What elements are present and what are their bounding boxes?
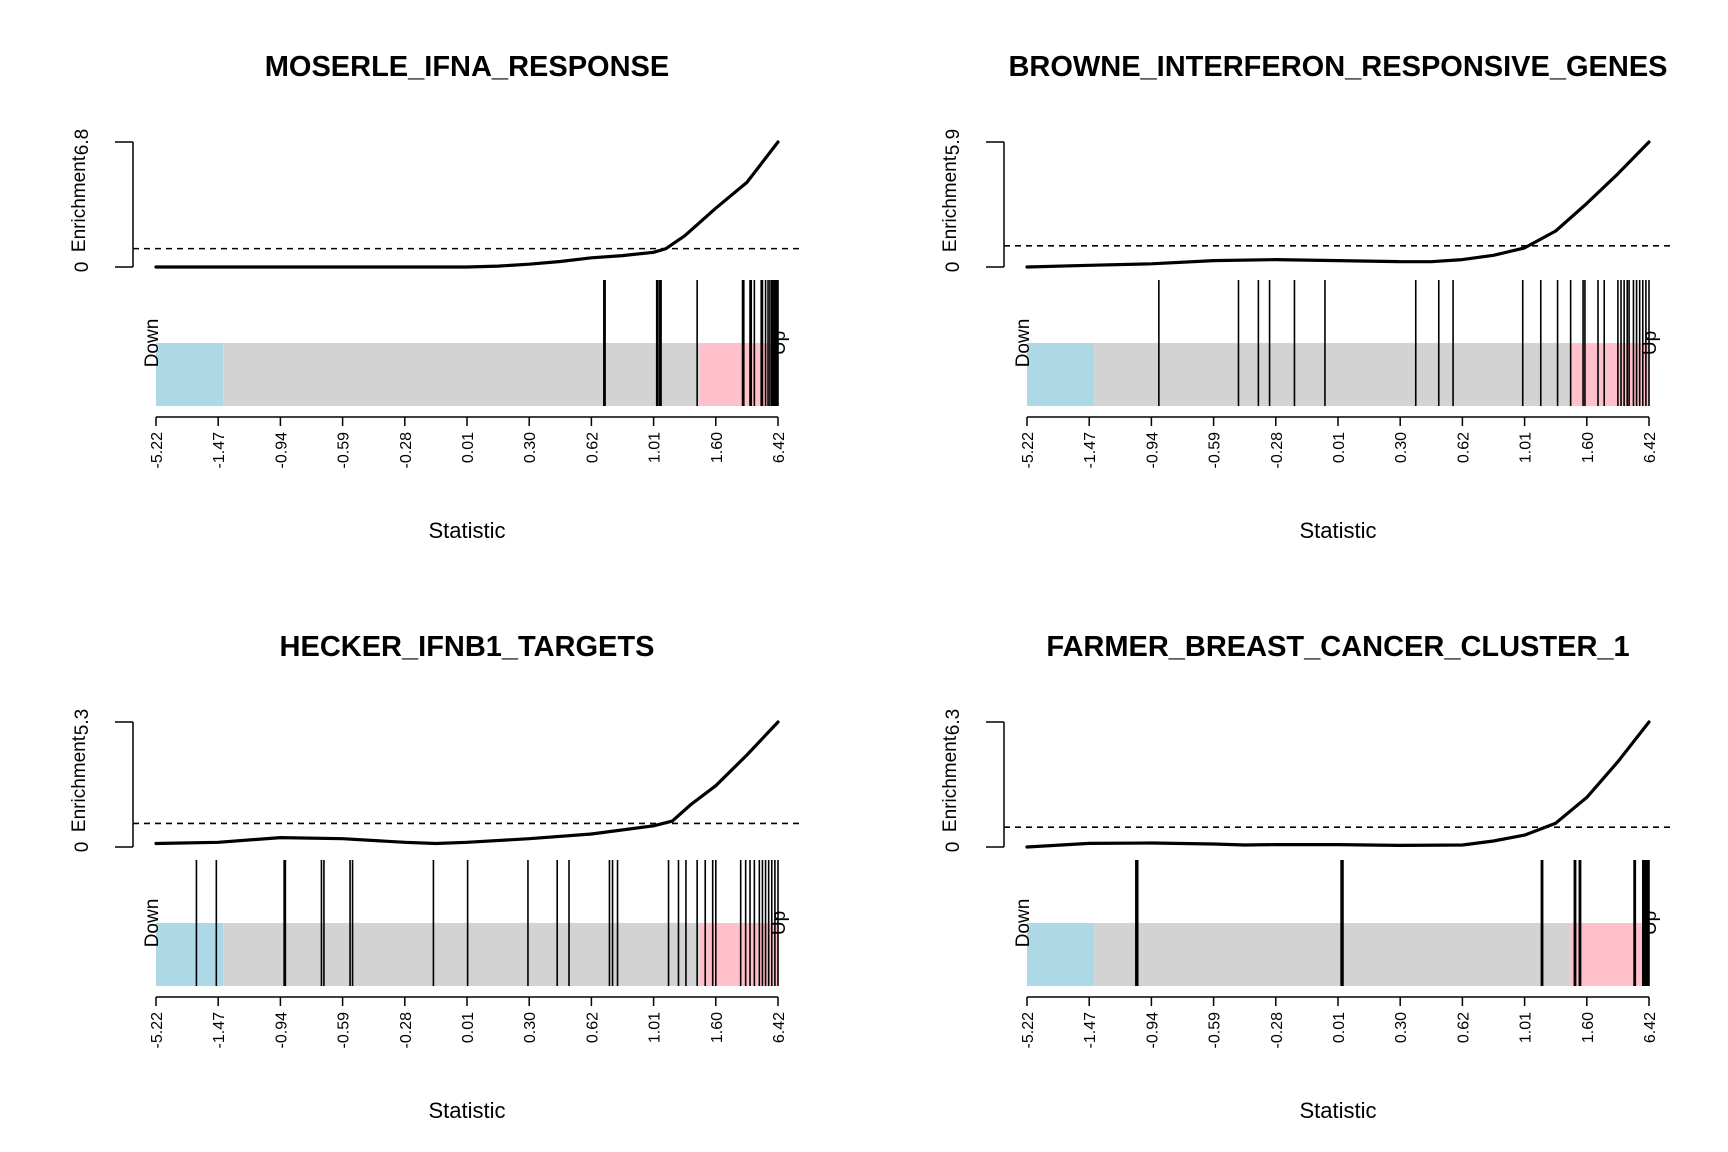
x-tick-label: 0.62: [584, 432, 601, 463]
y-tick-label-max: 6.3: [943, 709, 964, 735]
y-axis-label: Enrichment: [69, 155, 90, 252]
x-tick-label: -1.47: [1082, 1012, 1099, 1049]
middle-region: [1094, 923, 1571, 986]
x-tick-label: -0.59: [1207, 1012, 1224, 1049]
y-tick-label-max: 5.3: [72, 709, 93, 735]
x-tick-label: 0.62: [1455, 1012, 1472, 1043]
enrichment-curve: [154, 720, 780, 846]
enrichment-curve: [1025, 720, 1651, 849]
x-tick-label: -0.28: [398, 432, 415, 469]
barcode-panel: BROWNE_INTERFERON_RESPONSIVE_GENES 0 5.9En…: [940, 51, 1673, 543]
enrichment-curve: [154, 140, 780, 269]
x-tick-label: 0.01: [1331, 1012, 1348, 1043]
x-tick-label: 0.01: [460, 432, 477, 463]
x-tick-label: -5.22: [149, 432, 166, 469]
x-tick-label: -0.94: [273, 432, 290, 469]
down-region: [156, 343, 224, 406]
x-tick-label: -0.94: [1144, 432, 1161, 469]
panel-title: FARMER_BREAST_CANCER_CLUSTER_1: [1046, 631, 1629, 663]
down-region: [1027, 923, 1095, 986]
x-tick-label: -0.28: [398, 1012, 415, 1049]
panel-title: HECKER_IFNB1_TARGETS: [280, 631, 655, 663]
x-tick-label: 1.60: [1580, 1012, 1597, 1043]
up-region: [1570, 923, 1649, 986]
up-label: Up: [1640, 331, 1661, 355]
x-tick-label: 1.01: [647, 432, 664, 463]
x-tick-label: 0.30: [522, 1012, 539, 1043]
x-tick-label: -0.28: [1269, 1012, 1286, 1049]
x-tick-label: -0.28: [1269, 432, 1286, 469]
up-label: Up: [769, 331, 790, 355]
y-axis-label: Enrichment: [69, 735, 90, 832]
x-tick-label: 1.01: [1518, 1012, 1535, 1043]
up-label: Up: [1640, 911, 1661, 935]
x-tick-label: 1.60: [709, 432, 726, 463]
y-axis-label: Enrichment: [940, 155, 961, 252]
x-tick-label: 6.42: [1642, 432, 1659, 463]
down-label: Down: [142, 319, 163, 368]
x-tick-label: -1.47: [1082, 432, 1099, 469]
barcode-panel: FARMER_BREAST_CANCER_CLUSTER_1 0 6.3Enrich…: [940, 631, 1673, 1123]
down-label: Down: [1013, 319, 1034, 368]
x-tick-label: 1.01: [647, 1012, 664, 1043]
x-tick-label: 0.62: [1455, 432, 1472, 463]
x-tick-label: -0.94: [273, 1012, 290, 1049]
x-tick-label: 0.01: [1331, 432, 1348, 463]
panel-title: BROWNE_INTERFERON_RESPONSIVE_GENES: [1008, 51, 1667, 83]
down-region: [1027, 343, 1095, 406]
x-tick-label: 0.30: [1393, 1012, 1410, 1043]
y-tick-label-zero: 0: [72, 842, 93, 853]
middle-region: [223, 923, 700, 986]
x-tick-label: 6.42: [771, 432, 788, 463]
middle-region: [1094, 343, 1571, 406]
up-label: Up: [769, 911, 790, 935]
x-tick-label: -1.47: [211, 1012, 228, 1049]
y-axis-label: Enrichment: [940, 735, 961, 832]
x-tick-label: 0.30: [1393, 432, 1410, 463]
y-tick-label-zero: 0: [943, 262, 964, 273]
x-tick-label: -1.47: [211, 432, 228, 469]
x-tick-label: 0.62: [584, 1012, 601, 1043]
y-tick-label-max: 6.8: [72, 129, 93, 155]
x-tick-label: 1.01: [1518, 432, 1535, 463]
down-label: Down: [142, 899, 163, 948]
x-tick-label: 1.60: [1580, 432, 1597, 463]
x-tick-label: 6.42: [1642, 1012, 1659, 1043]
x-tick-label: -0.59: [336, 432, 353, 469]
x-tick-label: -0.59: [1207, 432, 1224, 469]
x-tick-label: -5.22: [1020, 432, 1037, 469]
x-tick-label: -0.94: [1144, 1012, 1161, 1049]
panel-title: MOSERLE_IFNA_RESPONSE: [265, 51, 669, 83]
x-tick-label: 0.01: [460, 1012, 477, 1043]
x-axis-label: Statistic: [428, 1098, 505, 1123]
x-tick-label: -5.22: [149, 1012, 166, 1049]
x-axis-label: Statistic: [1299, 1098, 1376, 1123]
x-tick-label: -0.59: [336, 1012, 353, 1049]
x-axis-label: Statistic: [1299, 518, 1376, 543]
y-tick-label-zero: 0: [943, 842, 964, 853]
x-axis-label: Statistic: [428, 518, 505, 543]
down-region: [156, 923, 224, 986]
enrichment-curve: [1025, 140, 1651, 269]
x-tick-label: -5.22: [1020, 1012, 1037, 1049]
down-label: Down: [1013, 899, 1034, 948]
x-tick-label: 1.60: [709, 1012, 726, 1043]
x-tick-label: 6.42: [771, 1012, 788, 1043]
y-tick-label-max: 5.9: [943, 129, 964, 155]
middle-region: [223, 343, 700, 406]
x-tick-label: 0.30: [522, 432, 539, 463]
y-tick-label-zero: 0: [72, 262, 93, 273]
